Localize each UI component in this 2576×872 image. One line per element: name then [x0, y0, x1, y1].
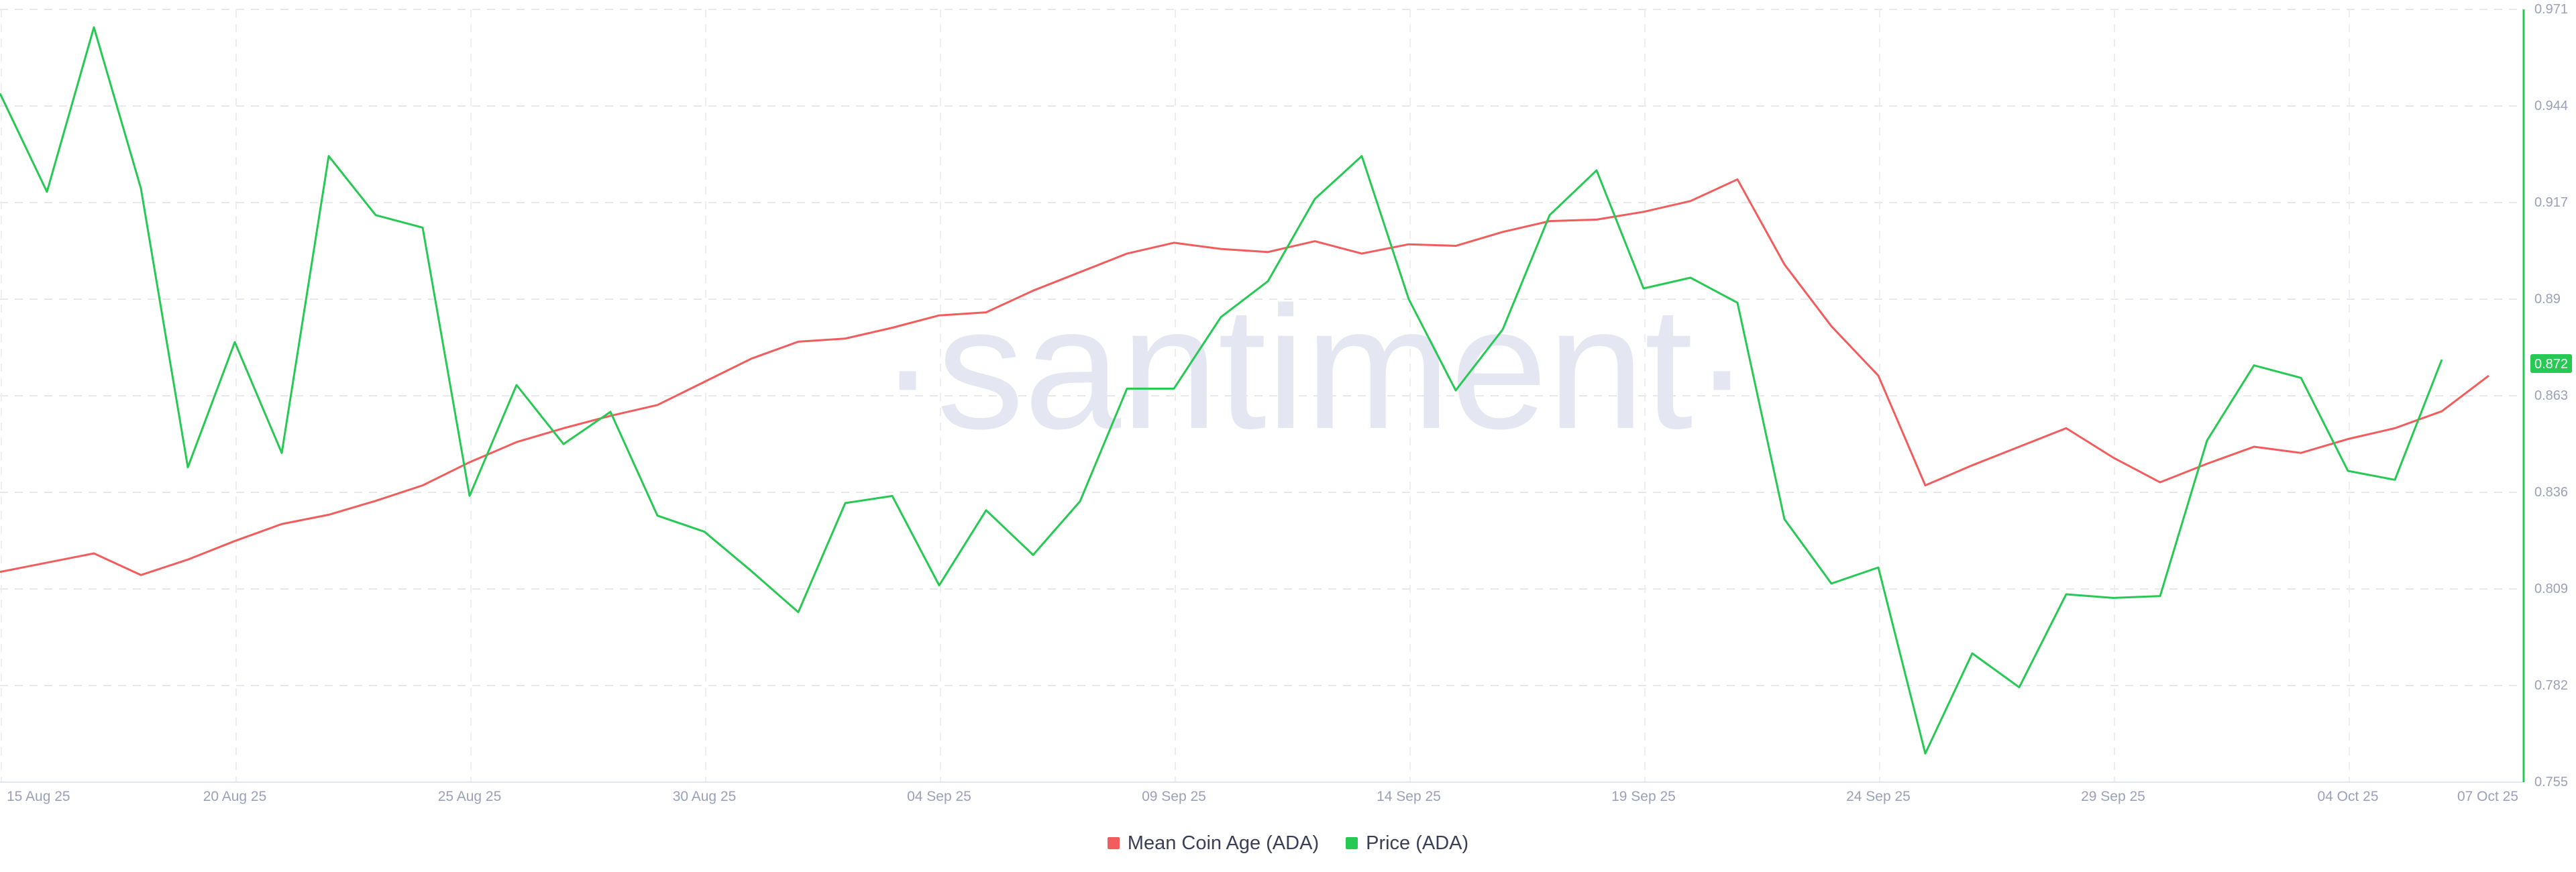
legend-label: Price (ADA) [1366, 832, 1469, 854]
watermark: ·santiment· [879, 271, 1751, 466]
current-price-label: 0.872 [2534, 357, 2568, 372]
series-line-mean-coin-age [0, 178, 2489, 576]
y-tick-label: 0.809 [2534, 582, 2568, 596]
x-tick-label: 07 Oct 25 [2457, 789, 2518, 804]
legend: Mean Coin Age (ADA) Price (ADA) [0, 826, 2576, 860]
legend-item-mean-coin-age[interactable]: Mean Coin Age (ADA) [1107, 832, 1320, 855]
y-tick-label: 0.863 [2534, 388, 2568, 403]
y-tick-label: 0.944 [2534, 99, 2568, 113]
x-tick-label: 20 Aug 25 [203, 789, 267, 804]
series-line-price [0, 26, 2443, 755]
legend-swatch [1346, 837, 1358, 849]
x-tick-label: 14 Sep 25 [1377, 789, 1441, 804]
x-tick-label: 24 Sep 25 [1846, 789, 1911, 804]
current-price-badge [2530, 354, 2572, 373]
y-tick-label: 0.917 [2534, 195, 2568, 210]
y-tick-label: 0.782 [2534, 678, 2568, 693]
x-tick-label: 29 Sep 25 [2081, 789, 2145, 804]
x-tick-label: 15 Aug 25 [7, 789, 70, 804]
x-tick-label: 04 Sep 25 [907, 789, 971, 804]
legend-item-price[interactable]: Price (ADA) [1346, 832, 1468, 855]
legend-label: Mean Coin Age (ADA) [1127, 832, 1320, 854]
y-tick-label: 0.971 [2534, 2, 2568, 17]
legend-swatch [1107, 837, 1120, 849]
x-tick-label: 25 Aug 25 [438, 789, 502, 804]
x-tick-label: 19 Sep 25 [1611, 789, 1676, 804]
y-tick-label: 0.755 [2534, 775, 2568, 789]
x-tick-label: 04 Oct 25 [2317, 789, 2378, 804]
x-tick-label: 30 Aug 25 [673, 789, 737, 804]
x-tick-label: 09 Sep 25 [1142, 789, 1206, 804]
y-tick-label: 0.836 [2534, 485, 2568, 500]
y-tick-label: 0.89 [2534, 292, 2561, 307]
